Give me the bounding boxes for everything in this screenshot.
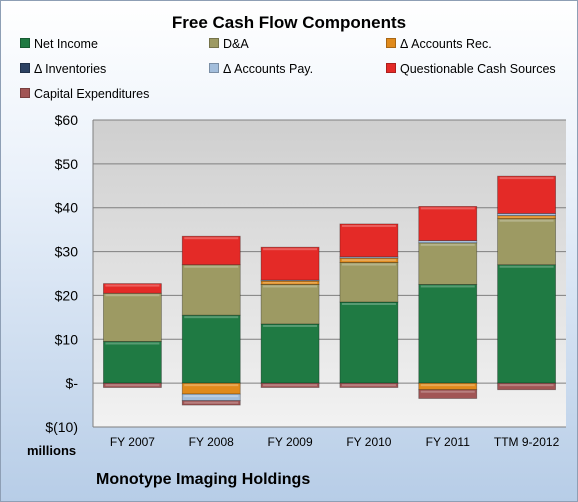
x-tick-label: FY 2011 [426,435,471,449]
bar-highlight [105,294,160,297]
x-tick-label: FY 2007 [110,435,155,449]
y-tick-label: $40 [55,200,79,216]
bar-segment [181,314,241,384]
bar-highlight [105,284,160,287]
bar-segment [339,382,399,388]
legend-swatch [20,63,30,73]
y-tick-label: $50 [55,156,79,172]
bar-highlight [184,265,239,268]
bar-highlight [184,401,239,404]
legend: Net Income D&A Δ Accounts Rec. Δ Invento… [20,37,576,107]
bar-segment [103,341,162,384]
bar-segment [260,284,320,325]
y-tick-label: $(10) [45,419,78,435]
x-tick-label: TTM 9-2012 [494,435,560,449]
bar-highlight [105,384,160,387]
bar-highlight [420,243,475,246]
y-tick-label: $10 [55,331,79,347]
legend-label: D&A [223,37,249,51]
bar-segment [181,264,241,316]
bar-segment [497,175,556,214]
bar-segment [103,283,162,294]
bar-highlight [341,224,396,227]
bar-highlight [184,316,239,319]
bar-segment [497,382,556,391]
legend-swatch [386,63,396,73]
legend-swatch [386,38,396,48]
bar-highlight [105,342,160,345]
bar-segment [260,382,320,388]
bar-highlight [420,207,475,210]
bar-segment [103,382,162,388]
bar-highlight [499,265,554,268]
legend-item-net-income: Net Income [20,37,98,51]
legend-item-inventories: Δ Inventories [20,62,106,76]
x-tick-label: FY 2008 [189,435,234,449]
bar-highlight [341,384,396,387]
legend-swatch [209,63,219,73]
bar-highlight [184,395,239,398]
bar-segment [339,223,399,258]
legend-item-da: D&A [209,37,249,51]
plot-area [93,120,566,427]
x-tick-label: FY 2009 [268,435,313,449]
bar-highlight [420,390,475,393]
legend-label: Δ Accounts Pay. [223,62,314,76]
bar-highlight [499,384,554,387]
bar-highlight [263,248,318,251]
legend-item-questionable-cash: Questionable Cash Sources [386,62,556,76]
bar-segment [339,301,399,384]
bar-highlight [420,384,475,387]
bar-highlight [263,384,318,387]
bar-segment [260,323,320,384]
y-tick-label: $60 [55,112,79,128]
bar-highlight [184,237,239,240]
bar-highlight [263,285,318,288]
bar-highlight [263,281,318,284]
chart-title: Free Cash Flow Components [171,13,407,32]
bar-segment [181,393,241,402]
legend-label: Questionable Cash Sources [400,62,556,76]
bar-segment [418,242,478,285]
bar-segment [497,218,556,266]
legend-item-accounts-rec: Δ Accounts Rec. [386,37,492,51]
legend-label: Capital Expenditures [34,87,150,101]
legend-swatch [209,38,219,48]
unit-label: millions [27,443,77,458]
bar-segment [418,382,478,391]
legend-swatch [20,88,30,98]
company-name: Monotype Imaging Holdings [96,471,311,488]
legend-item-accounts-pay: Δ Accounts Pay. [209,62,313,76]
legend-item-capex: Capital Expenditures [20,87,149,101]
bar-segment [260,246,320,281]
y-tick-label: $- [66,375,79,391]
bar-highlight [184,384,239,387]
bar-segment [418,389,478,399]
bar-segment [497,264,556,384]
bar-highlight [499,219,554,222]
bar-highlight [341,259,396,262]
legend-swatch [20,38,30,48]
bar-segment [339,262,399,303]
y-tick-label: $30 [55,244,79,260]
bar-highlight [341,303,396,306]
bar-segment [418,205,478,242]
x-tick-label: FY 2010 [346,435,391,449]
bar-segment [418,284,478,384]
legend-label: Δ Inventories [34,62,107,76]
bar-highlight [499,177,554,180]
bar-highlight [341,263,396,266]
bar-segment [103,292,162,342]
bar-segment [181,400,241,406]
bar-highlight [420,285,475,288]
bar-highlight [499,216,554,218]
legend-label: Net Income [34,37,98,51]
legend-label: Δ Accounts Rec. [400,37,492,51]
bar-segment [181,235,241,266]
y-tick-label: $20 [55,287,79,303]
bar-highlight [263,324,318,327]
